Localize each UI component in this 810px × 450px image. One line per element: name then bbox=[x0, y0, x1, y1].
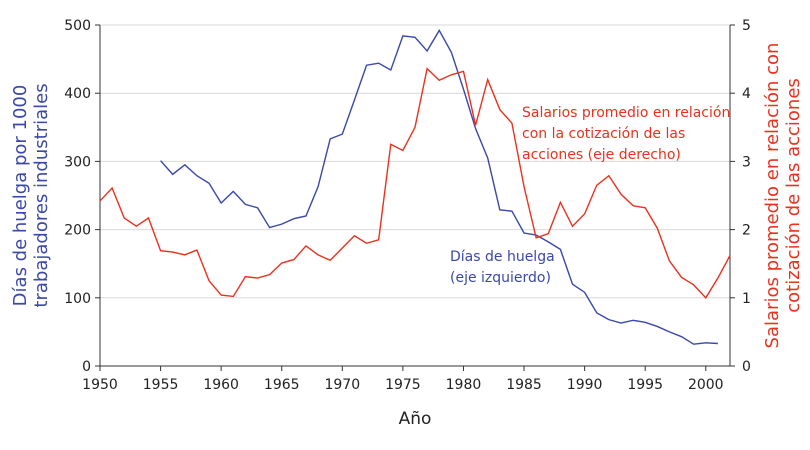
y-tick-label: 200 bbox=[64, 223, 91, 239]
y2-tick-label: 5 bbox=[742, 18, 751, 34]
annotation: (eje izquierdo) bbox=[450, 270, 551, 286]
y-tick-label: 300 bbox=[64, 154, 91, 170]
x-tick-label: 1995 bbox=[627, 377, 663, 393]
y-tick-label: 0 bbox=[82, 359, 91, 375]
x-tick-label: 1985 bbox=[506, 377, 542, 393]
y-tick-label: 400 bbox=[64, 86, 91, 102]
y2-tick-label: 2 bbox=[742, 223, 751, 239]
y-tick-label: 500 bbox=[64, 18, 91, 34]
y2-tick-label: 0 bbox=[742, 359, 751, 375]
annotation: Días de huelga bbox=[450, 249, 555, 265]
y2-tick-label: 4 bbox=[742, 86, 751, 102]
y2-tick-label: 3 bbox=[742, 154, 751, 170]
series-line bbox=[160, 29, 718, 345]
x-tick-label: 2000 bbox=[688, 377, 724, 393]
x-tick-label: 1970 bbox=[324, 377, 360, 393]
annotation: con la cotización de las bbox=[522, 126, 685, 142]
y2-axis-title: cotización de las acciones bbox=[783, 78, 804, 313]
y-tick-label: 100 bbox=[64, 291, 91, 307]
x-tick-label: 1990 bbox=[567, 377, 603, 393]
x-tick-label: 1965 bbox=[264, 377, 300, 393]
x-tick-label: 1950 bbox=[82, 377, 118, 393]
y2-axis-title: Salarios promedio en relación con bbox=[762, 43, 783, 349]
series-line bbox=[99, 67, 731, 299]
x-tick-label: 1955 bbox=[143, 377, 179, 393]
x-tick-label: 1975 bbox=[385, 377, 421, 393]
x-tick-label: 1960 bbox=[203, 377, 239, 393]
x-tick-label: 1980 bbox=[446, 377, 482, 393]
y-axis-title: Días de huelga por 1000 bbox=[10, 85, 31, 307]
y-axis-title: trabajadores industriales bbox=[31, 83, 52, 307]
annotation: acciones (eje derecho) bbox=[522, 147, 681, 163]
y2-tick-label: 1 bbox=[742, 291, 751, 307]
annotation: Salarios promedio en relación bbox=[522, 105, 730, 121]
x-axis-title: Año bbox=[399, 409, 432, 429]
